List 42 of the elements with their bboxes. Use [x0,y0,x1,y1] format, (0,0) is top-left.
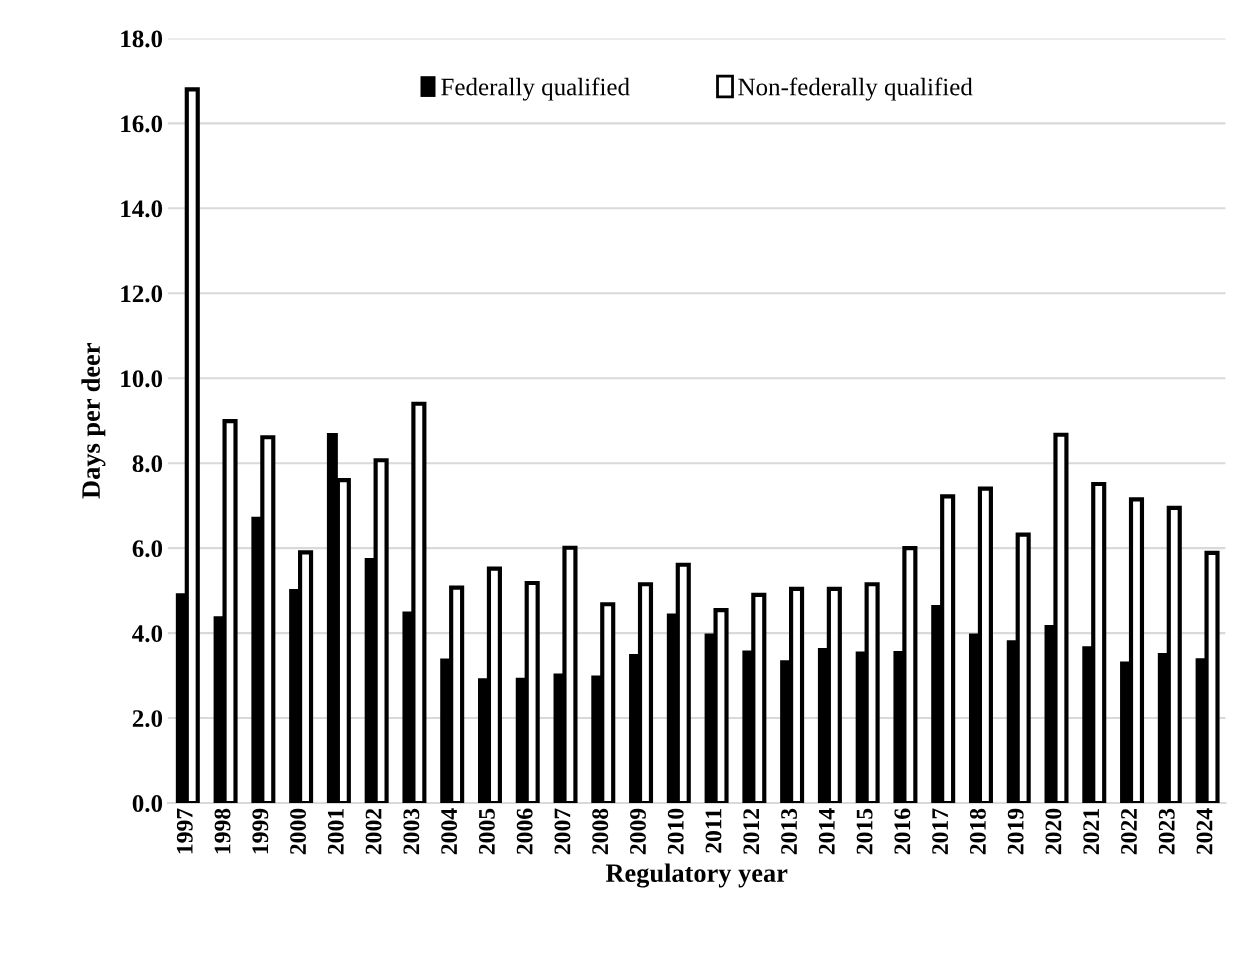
x-tick-label: 1999 [252,808,269,854]
x-tick-label: 1997 [176,808,193,854]
y-tick-label: 10.0 [121,370,163,388]
x-tick-label: 2017 [932,808,949,855]
y-tick-label: 16.0 [121,115,163,133]
legend-label: Non-federally qualified [738,77,973,101]
y-tick-label: 8.0 [132,455,163,473]
x-tick-label: 2013 [781,808,797,855]
x-tick-label: 2018 [969,808,986,855]
x-tick-label: 2010 [667,808,684,855]
x-tick-label: 1998 [214,808,231,854]
y-tick-label: 14.0 [121,200,163,218]
x-tick-label: 2020 [1045,808,1062,855]
x-tick-label: 2006 [516,808,533,855]
y-axis-title: Days per deer [81,343,106,499]
x-tick-label: 2007 [554,808,571,855]
y-tick-label: 12.0 [121,285,163,303]
x-tick-label: 2023 [1158,808,1175,855]
x-tick-label: 2005 [478,808,495,855]
x-tick-label: 2014 [818,808,835,855]
x-tick-label: 2022 [1120,808,1137,855]
x-tick-label: 2019 [1007,808,1024,855]
x-tick-label: 2008 [592,808,609,855]
y-tick-label: 4.0 [132,625,163,643]
x-tick-label: 2001 [327,809,344,855]
x-tick-label: 2016 [894,808,911,855]
y-tick-label: 6.0 [132,540,163,558]
x-tick-label: 2004 [441,808,458,855]
x-tick-label: 2015 [856,808,873,855]
y-tick-label: 18.0 [121,30,163,48]
y-tick-label: 2.0 [132,710,163,728]
x-tick-label: 2009 [629,808,646,855]
x-axis-title: Regulatory year [605,863,788,888]
x-tick-label: 2012 [743,808,760,855]
x-tick-label: 2002 [365,808,382,855]
x-tick-label: 2021 [1083,809,1100,855]
x-tick-label: 2011 [705,809,722,853]
y-tick-label: 0.0 [132,795,163,813]
x-tick-label: 2003 [403,808,420,855]
x-tick-label: 2024 [1196,808,1213,855]
x-tick-label: 2000 [290,808,306,855]
legend-label: Federally qualified [441,77,630,101]
